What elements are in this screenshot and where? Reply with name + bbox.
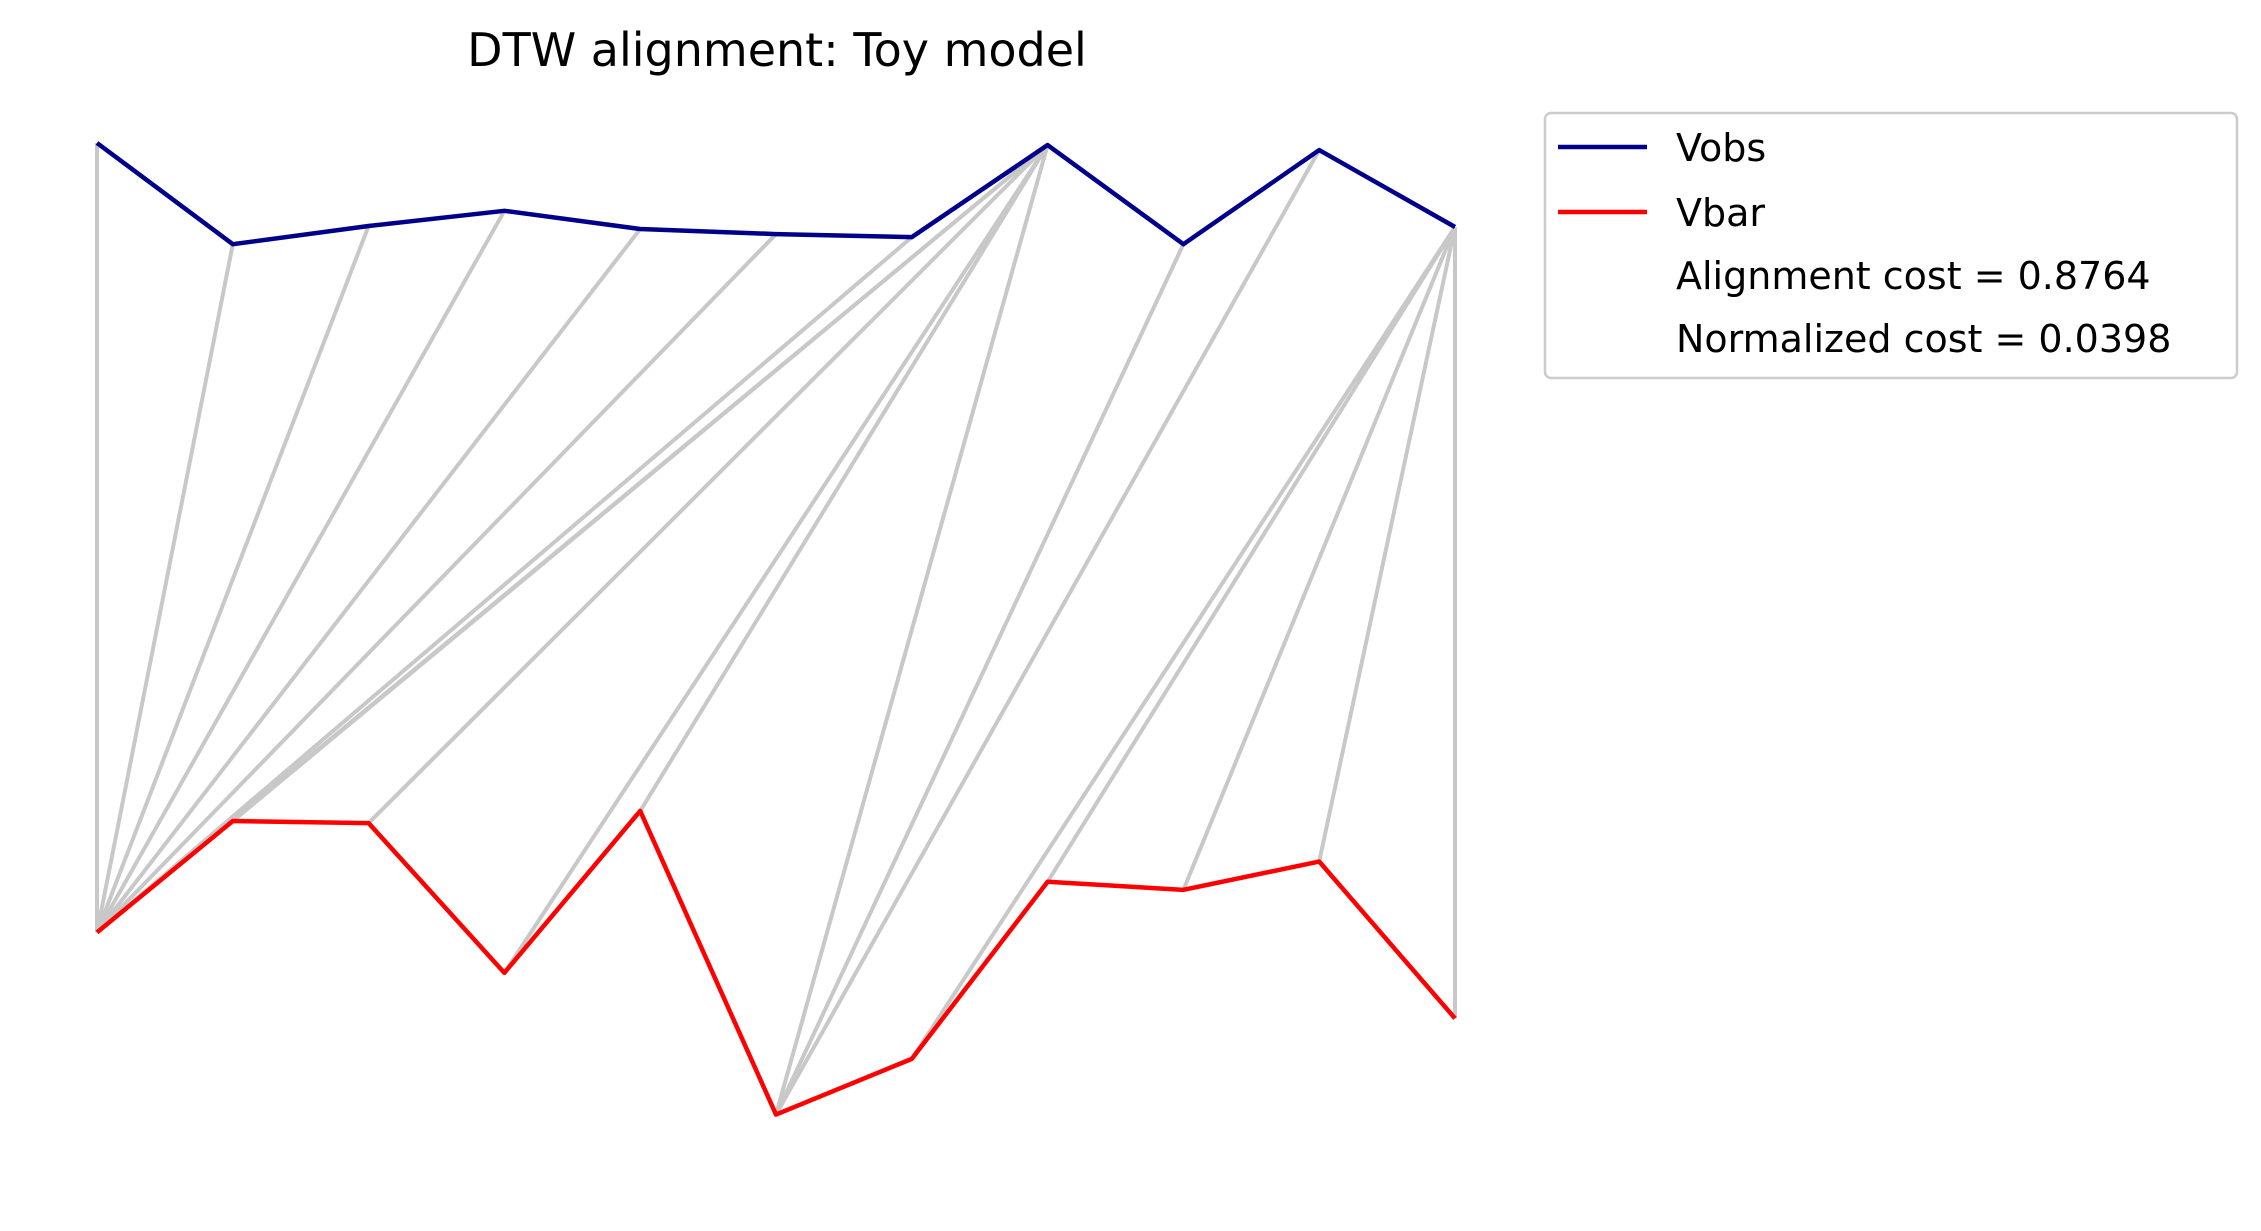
alignment-line [231,143,1049,823]
series-lines [95,141,1457,1117]
alignment-line [95,243,235,933]
alignment-line [95,232,778,934]
alignment-line [502,143,1050,974]
alignment-line [774,243,1186,1116]
legend-normalized-cost: Normalized cost = 0.0398 [1676,317,2171,361]
legend-alignment-cost: Alignment cost = 0.8764 [1676,254,2151,298]
alignment-line [774,149,1321,1116]
alignment-line [95,225,371,934]
alignment-line [95,209,507,934]
alignment-line [1045,225,1457,883]
alignment-line [910,225,1457,1060]
legend-label-vobs: Vobs [1676,126,1766,170]
legend: Vobs Vbar Alignment cost = 0.8764 Normal… [1543,111,2239,380]
legend-frame [1543,111,2239,380]
alignment-line [1181,226,1457,891]
series-line-vbar [95,808,1457,1117]
alignment-line [774,144,1050,1116]
alignment-line [95,227,642,934]
chart-title: DTW alignment: Toy model [467,23,1087,77]
alignment-line [638,143,1050,812]
series-line-vobs [95,141,1457,247]
alignment-lines [95,143,1457,1116]
alignment-line [1317,226,1457,862]
alignment-line [367,143,1050,825]
legend-label-vbar: Vbar [1676,191,1765,235]
alignment-line [95,235,914,934]
